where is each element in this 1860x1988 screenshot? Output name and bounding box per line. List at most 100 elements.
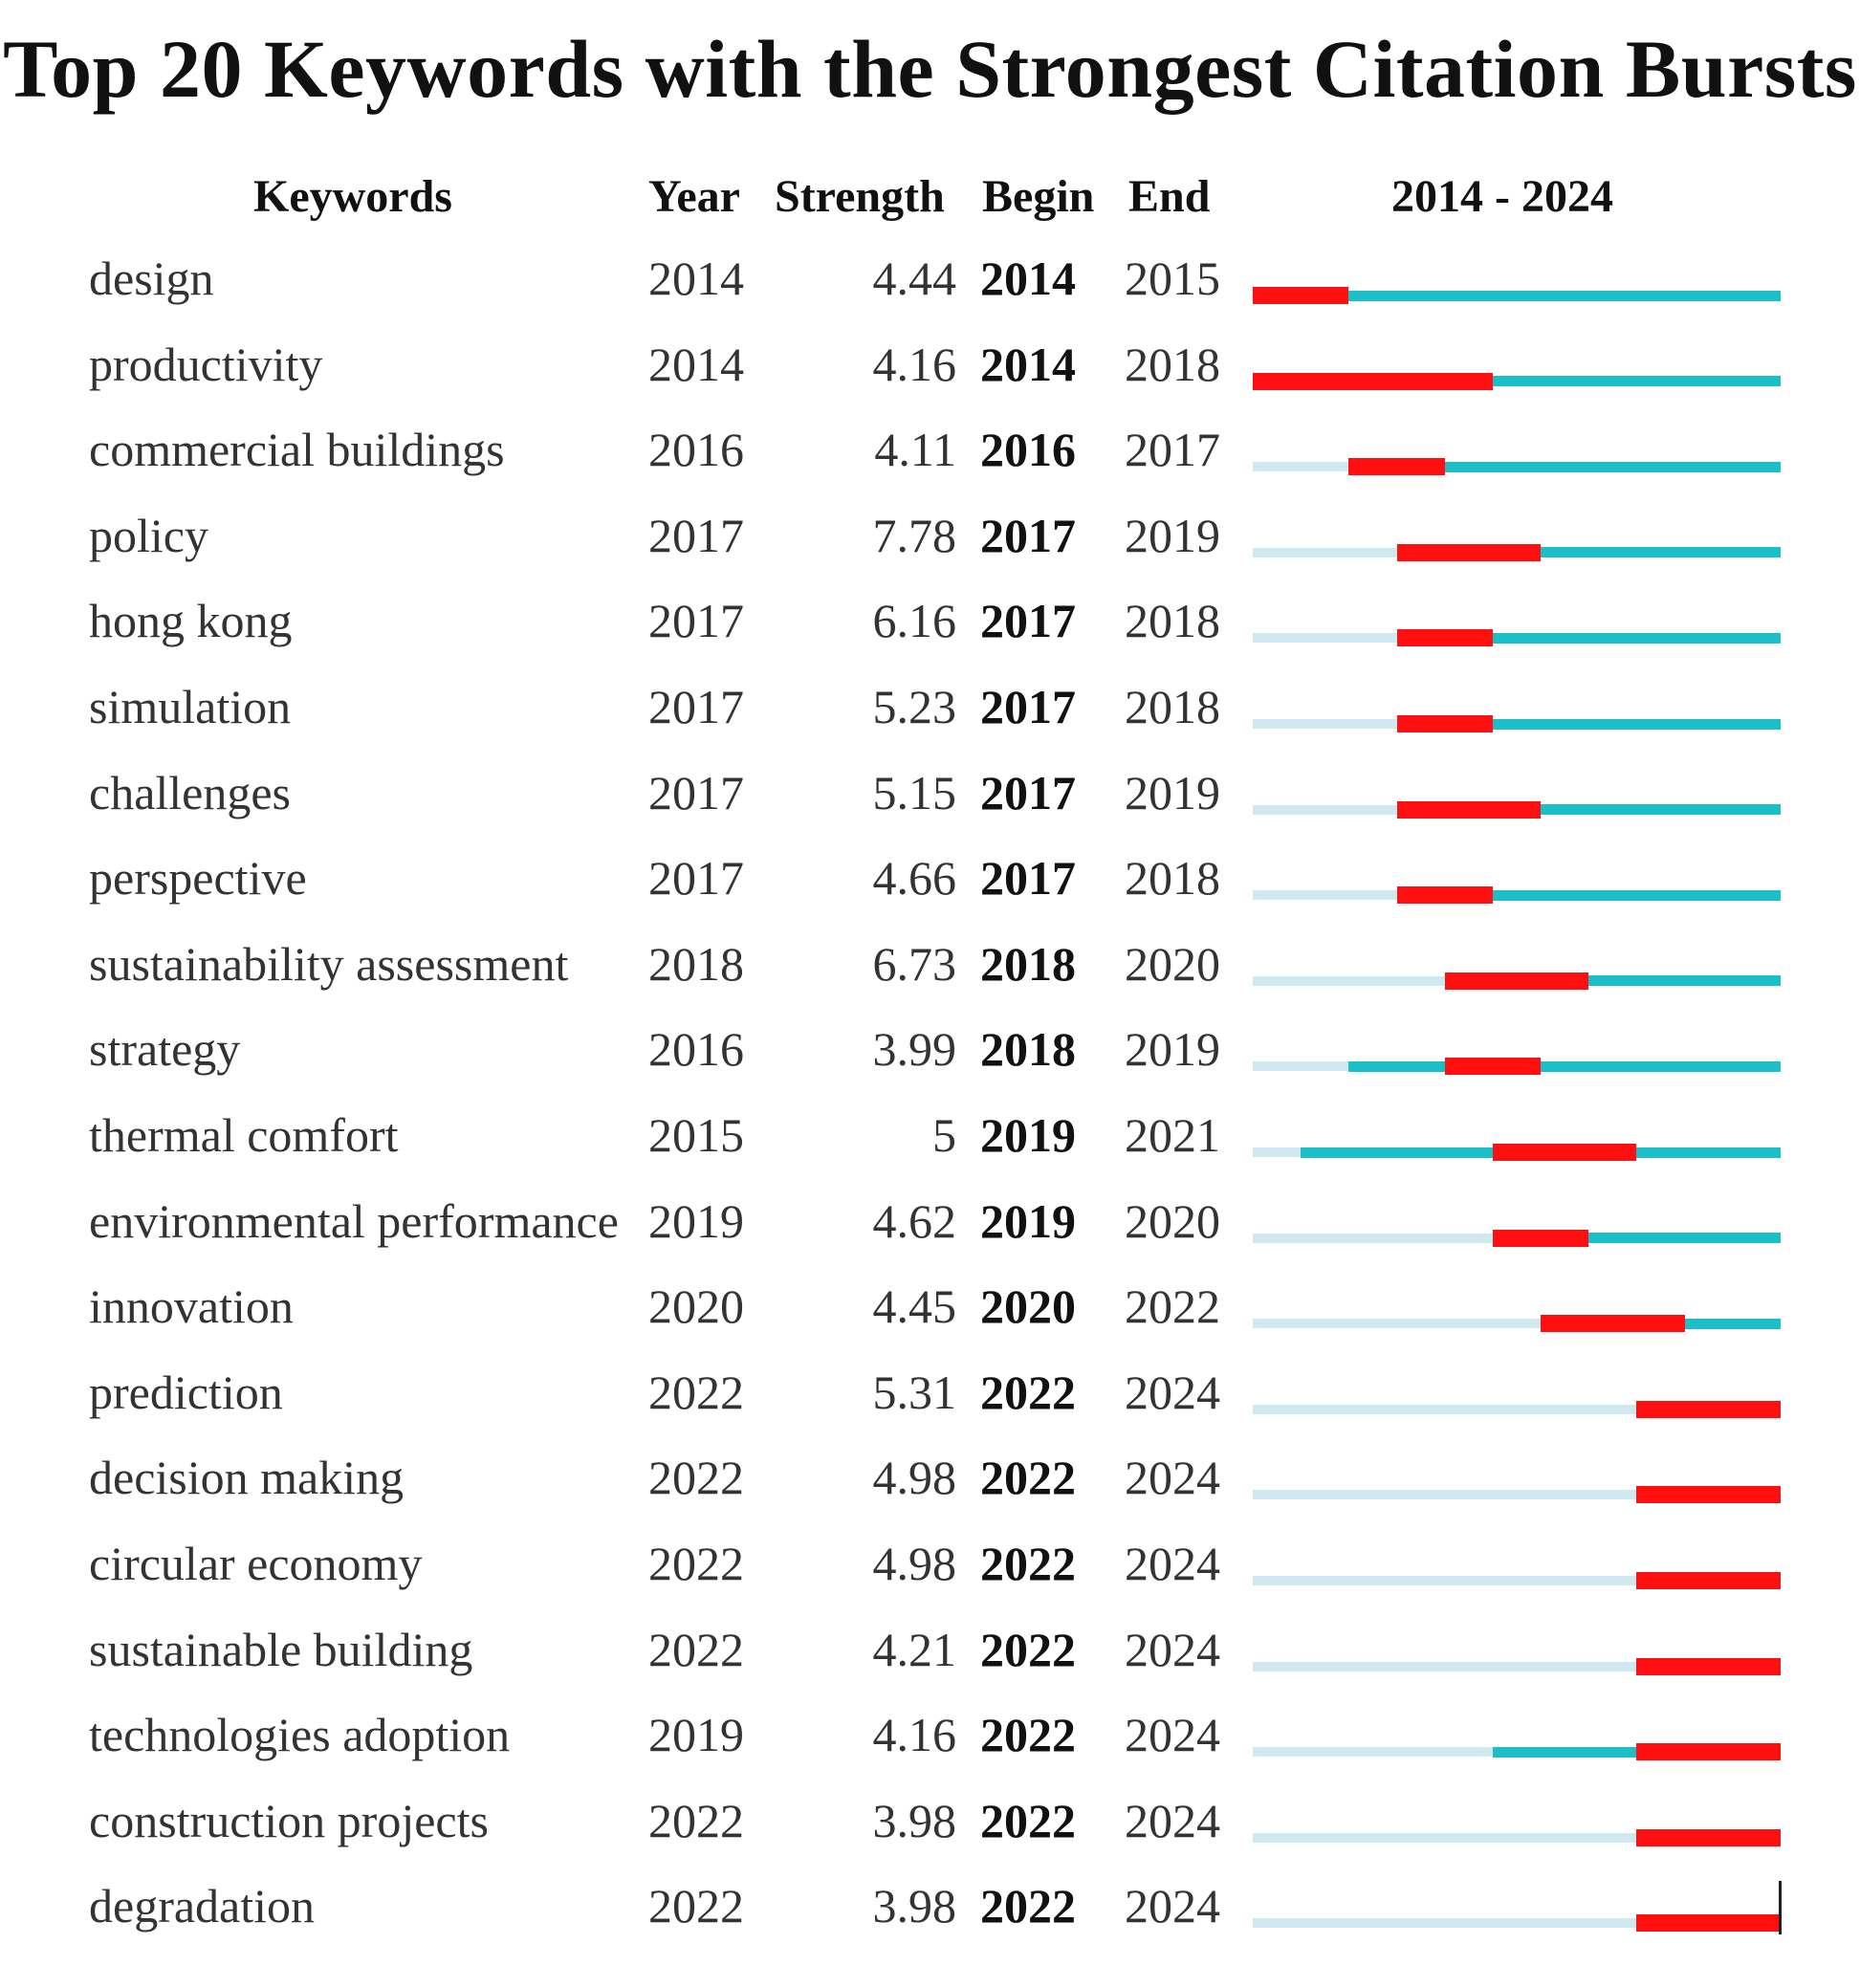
timeline-active-segment — [1588, 975, 1781, 987]
year-cell: 2022 — [648, 1879, 744, 1933]
burst-segment — [1636, 1743, 1781, 1761]
begin-cell: 2022 — [980, 1451, 1076, 1505]
burst-segment — [1636, 1572, 1781, 1589]
end-cell: 2024 — [1125, 1622, 1220, 1676]
timeline-inactive-segment — [1253, 1404, 1637, 1414]
table-row: sustainability assessment 2018 6.73 2018 202… — [0, 936, 1860, 1022]
table-row: hong kong 2017 6.16 2017 2018 — [0, 593, 1860, 679]
begin-cell: 2017 — [980, 680, 1076, 733]
timeline-active-segment — [1684, 1318, 1781, 1329]
timeline-active-segment — [1541, 547, 1781, 558]
begin-cell: 2016 — [980, 423, 1076, 477]
strength-cell: 4.21 — [872, 1622, 957, 1676]
begin-cell: 2014 — [980, 337, 1076, 391]
keyword-cell: design — [89, 251, 214, 305]
burst-segment — [1253, 287, 1349, 304]
strength-cell: 4.66 — [872, 851, 957, 906]
year-cell: 2014 — [648, 337, 744, 391]
burst-segment — [1396, 886, 1493, 905]
burst-segment — [1541, 1315, 1685, 1333]
strength-cell: 6.16 — [872, 594, 957, 648]
burst-segment — [1444, 1058, 1542, 1076]
timeline-active-segment — [1492, 376, 1781, 387]
keyword-cell: environmental performance — [89, 1193, 619, 1248]
table-row: challenges 2017 5.15 2017 2019 — [0, 765, 1860, 851]
table-row: design 2014 4.44 2014 2015 — [0, 251, 1860, 337]
year-cell: 2022 — [648, 1365, 744, 1419]
end-cell: 2019 — [1125, 508, 1220, 562]
begin-cell: 2017 — [980, 851, 1076, 906]
year-cell: 2019 — [648, 1193, 744, 1248]
end-cell: 2020 — [1125, 1193, 1220, 1248]
end-cell: 2018 — [1125, 337, 1220, 391]
keyword-cell: prediction — [89, 1365, 283, 1419]
year-cell: 2016 — [648, 1022, 744, 1077]
year-cell: 2017 — [648, 851, 744, 906]
timeline-inactive-segment — [1253, 1576, 1637, 1585]
burst-segment — [1253, 372, 1493, 390]
keyword-cell: thermal comfort — [89, 1108, 399, 1162]
strength-cell: 3.98 — [872, 1879, 957, 1933]
year-cell: 2015 — [648, 1108, 744, 1162]
table-row: degradation 2022 3.98 2022 2024 — [0, 1878, 1860, 1964]
timeline-active-segment — [1301, 1147, 1493, 1158]
timeline-inactive-segment — [1253, 804, 1397, 815]
end-cell: 2024 — [1125, 1451, 1220, 1505]
strength-cell: 5.31 — [872, 1365, 957, 1419]
timeline-inactive-segment — [1253, 1490, 1637, 1500]
burst-segment — [1348, 458, 1445, 476]
keyword-cell: simulation — [89, 680, 292, 733]
year-cell: 2022 — [648, 1793, 744, 1847]
end-cell: 2018 — [1125, 851, 1220, 906]
strength-cell: 6.73 — [872, 936, 957, 991]
burst-segment — [1492, 1144, 1637, 1161]
burst-segment — [1396, 629, 1493, 647]
begin-cell: 2017 — [980, 508, 1076, 562]
year-cell: 2022 — [648, 1451, 744, 1505]
timeline-inactive-segment — [1253, 1918, 1637, 1929]
timeline-inactive-segment — [1253, 462, 1349, 472]
table-row: circular economy 2022 4.98 2022 2024 — [0, 1536, 1860, 1622]
burst-segment — [1396, 800, 1542, 819]
burst-segment — [1636, 1400, 1781, 1418]
year-cell: 2017 — [648, 594, 744, 648]
keyword-cell: decision making — [89, 1451, 405, 1505]
begin-cell: 2017 — [980, 594, 1076, 648]
strength-cell: 4.16 — [872, 1708, 957, 1762]
strength-cell: 4.44 — [872, 251, 957, 305]
strength-cell: 7.78 — [872, 508, 957, 562]
table-row: construction projects 2022 3.98 2022 2024 — [0, 1793, 1860, 1879]
keyword-cell: construction projects — [89, 1793, 489, 1847]
year-cell: 2018 — [648, 936, 744, 991]
end-cell: 2018 — [1125, 680, 1220, 733]
timeline-inactive-segment — [1253, 1319, 1542, 1329]
timeline-inactive-segment — [1253, 975, 1445, 986]
strength-cell: 4.98 — [872, 1537, 957, 1590]
year-cell: 2017 — [648, 765, 744, 819]
table-row: technologies adoption 2019 4.16 2022 2024 — [0, 1707, 1860, 1793]
keyword-cell: degradation — [89, 1879, 316, 1933]
begin-cell: 2018 — [980, 1022, 1076, 1077]
keyword-cell: challenges — [89, 765, 292, 819]
timeline-active-segment — [1492, 632, 1781, 644]
strength-cell: 5.23 — [872, 680, 957, 733]
header-year: Year — [648, 171, 740, 222]
year-cell: 2017 — [648, 680, 744, 733]
timeline-active-segment — [1541, 804, 1781, 816]
keyword-cell: perspective — [89, 851, 307, 906]
end-cell: 2020 — [1125, 936, 1220, 991]
begin-cell: 2022 — [980, 1537, 1076, 1590]
end-cell: 2022 — [1125, 1279, 1220, 1334]
timeline-active-segment — [1444, 461, 1781, 472]
timeline-active-segment — [1492, 718, 1781, 730]
header-begin: Begin — [982, 171, 1095, 222]
begin-cell: 2014 — [980, 251, 1076, 305]
end-cell: 2018 — [1125, 594, 1220, 648]
begin-cell: 2022 — [980, 1879, 1076, 1933]
timeline-active-segment — [1636, 1147, 1781, 1158]
year-cell: 2016 — [648, 423, 744, 477]
burst-segment — [1636, 1914, 1781, 1933]
timeline-active-segment — [1348, 290, 1781, 301]
end-cell: 2021 — [1125, 1108, 1220, 1162]
